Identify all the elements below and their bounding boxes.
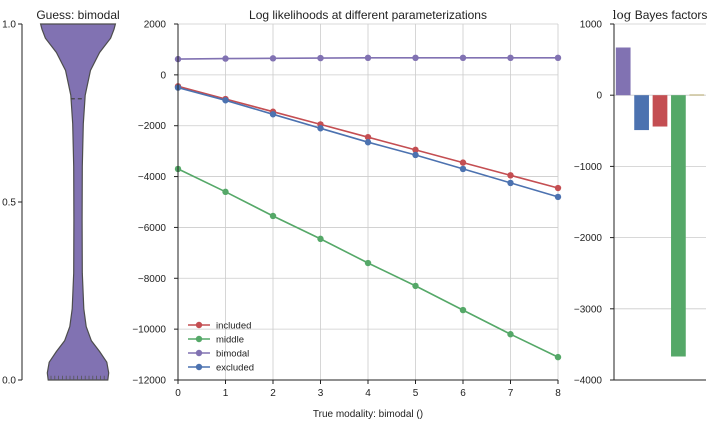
legend-marker-middle <box>195 335 203 343</box>
bayes-y-tick-label: 1000 <box>580 20 603 31</box>
legend-marker-excluded <box>195 363 203 371</box>
loglik-y-tick-label: −8000 <box>138 274 167 285</box>
series-point-middle <box>412 282 419 290</box>
series-point-bimodal <box>364 54 372 62</box>
bayes-bar <box>615 47 631 96</box>
loglik-x-tick-label: 6 <box>460 388 466 399</box>
loglik-y-tick-label: −12000 <box>132 376 166 387</box>
series-point-included <box>364 133 372 141</box>
loglik-x-tick-label: 0 <box>175 388 181 399</box>
violin-body <box>39 23 117 381</box>
bayes-title: log Bayes factors <box>613 8 708 22</box>
loglik-title: Log likelihoods at different parameteriz… <box>249 8 487 22</box>
violin-title: Guess: bimodal <box>36 8 119 22</box>
bayes-bar <box>689 94 705 96</box>
loglik-panel: Log likelihoods at different parameteriz… <box>132 8 561 420</box>
violin-panel: Guess: bimodal 0.0 0.5 1.0 <box>2 8 120 387</box>
legend-marker-included <box>195 321 203 329</box>
series-point-bimodal <box>554 54 562 62</box>
bayes-bar <box>652 95 668 127</box>
loglik-ticks: 0 1 2 3 4 5 6 7 8 2000 0 −2000 −4000 −6000 −8000 −10000… <box>132 20 561 400</box>
series-point-bimodal <box>412 54 419 62</box>
bayes-y-tick-label: −2000 <box>574 233 603 244</box>
series-point-middle <box>507 331 514 338</box>
loglik-x-tick-label: 4 <box>365 388 371 399</box>
bayes-bar <box>671 95 686 357</box>
series-point-middle <box>317 235 324 243</box>
bayes-ticks: 1000 0 −1000 −2000 −3000 −4000 <box>574 20 614 387</box>
bayes-panel: log Bayes factors 1000 0 −1000 −2000 −3000 −4… <box>574 8 707 387</box>
series-point-middle <box>269 212 277 220</box>
loglik-y-tick-label: −6000 <box>138 223 167 234</box>
loglik-x-tick-label: 7 <box>508 388 514 399</box>
series-point-bimodal <box>459 54 467 62</box>
legend-marker-bimodal <box>195 349 203 357</box>
series-point-bimodal <box>507 54 514 62</box>
series-point-excluded <box>269 111 277 118</box>
bayes-bar <box>634 95 649 131</box>
bayes-y-tick-label: −3000 <box>574 304 603 315</box>
loglik-y-tick-label: −2000 <box>138 121 167 132</box>
bayes-y-tick-label: −1000 <box>574 162 603 173</box>
series-point-included <box>554 184 562 192</box>
series-point-excluded <box>317 125 324 132</box>
loglik-y-tick-label: 0 <box>160 70 166 81</box>
series-point-excluded <box>507 179 514 187</box>
loglik-series <box>174 54 562 361</box>
legend: included middle bimodal excluded <box>188 321 254 374</box>
bayes-y-tick-label: −4000 <box>574 376 603 387</box>
loglik-y-tick-label: −4000 <box>138 172 167 183</box>
violin-y-tick-label: 1.0 <box>2 20 16 31</box>
series-point-middle <box>459 306 467 314</box>
violin-rug <box>50 375 105 380</box>
series-point-excluded <box>364 139 372 146</box>
loglik-x-tick-label: 2 <box>270 388 276 399</box>
loglik-x-tick-label: 8 <box>555 388 561 399</box>
legend-label-excluded: excluded <box>216 363 254 374</box>
bayes-bars <box>615 47 705 357</box>
series-point-bimodal <box>222 55 229 62</box>
violin-y-tick-label: 0.5 <box>2 198 16 209</box>
series-point-bimodal <box>317 54 324 62</box>
series-point-middle <box>364 259 372 267</box>
series-point-excluded <box>554 193 562 201</box>
series-point-middle <box>222 188 229 196</box>
series-point-middle <box>554 353 562 361</box>
bayes-title-rest: Bayes factors <box>631 8 707 22</box>
series-point-excluded <box>459 165 467 173</box>
bayes-title-math: log <box>613 8 632 22</box>
violin-y-tick-label: 0.0 <box>2 376 16 387</box>
violin-y-ticks: 0.0 0.5 1.0 <box>2 20 22 387</box>
series-point-excluded <box>412 151 419 159</box>
series-point-included <box>507 172 514 179</box>
series-point-included <box>412 146 419 154</box>
loglik-xlabel: True modality: bimodal () <box>313 409 423 420</box>
bayes-y-tick-label: 0 <box>596 91 602 102</box>
legend-label-included: included <box>216 321 251 332</box>
series-point-bimodal <box>269 55 277 62</box>
loglik-x-tick-label: 3 <box>318 388 324 399</box>
loglik-x-tick-label: 5 <box>413 388 419 399</box>
series-point-included <box>459 159 467 166</box>
legend-label-bimodal: bimodal <box>216 349 249 360</box>
loglik-x-tick-label: 1 <box>223 388 229 399</box>
loglik-y-tick-label: 2000 <box>144 20 167 31</box>
loglik-y-tick-label: −10000 <box>132 325 166 336</box>
series-point-excluded <box>222 97 229 104</box>
legend-label-middle: middle <box>216 335 244 346</box>
